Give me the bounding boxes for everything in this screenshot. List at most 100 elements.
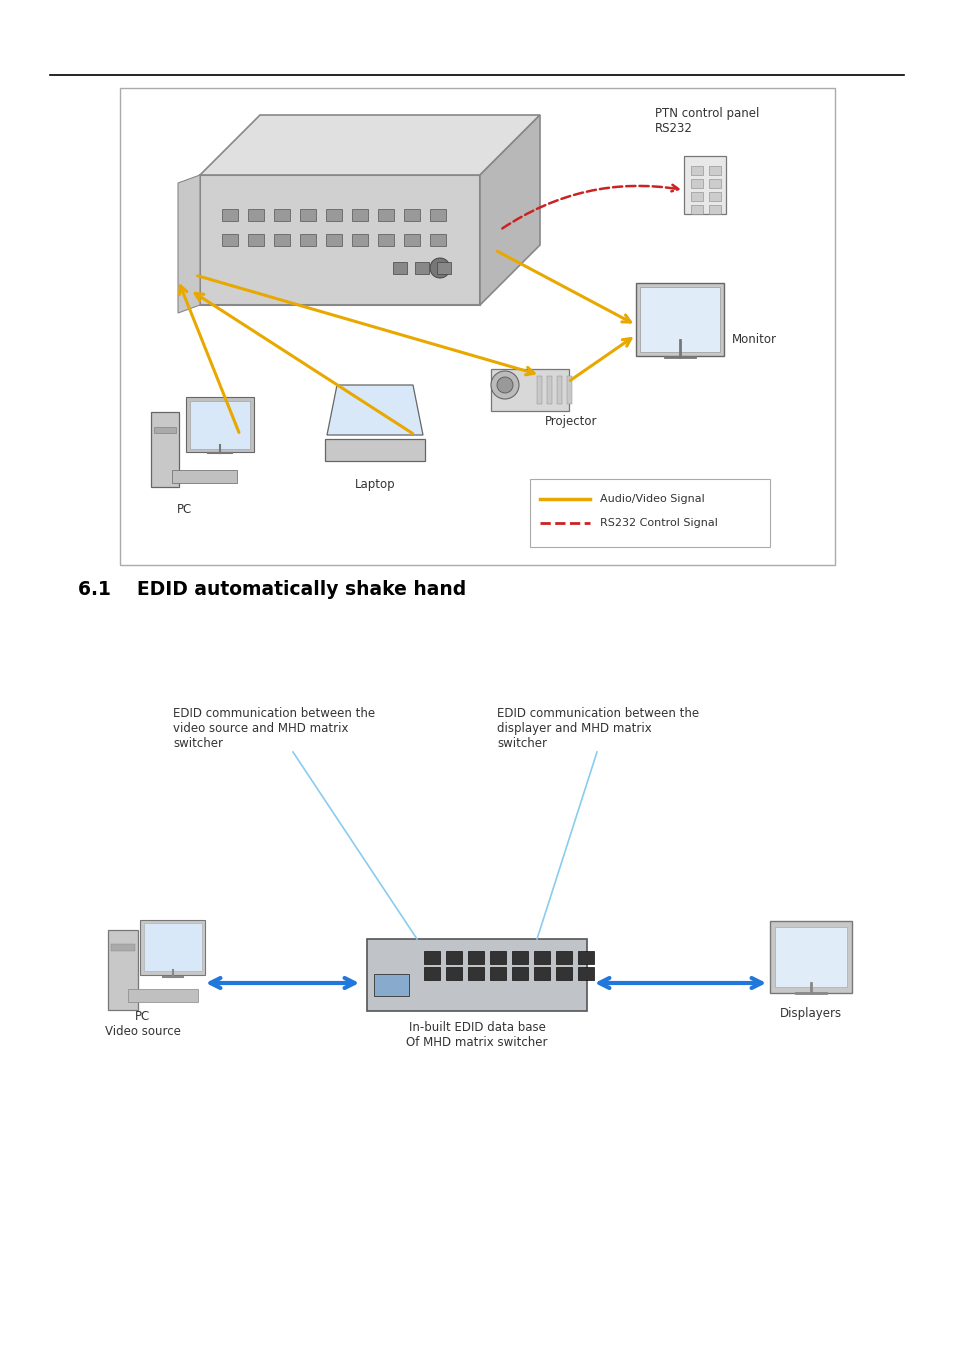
Bar (537, 377, 542, 404)
Bar (534, 967, 550, 980)
Bar (377, 209, 394, 221)
Text: EDID communication between the: EDID communication between the (497, 707, 699, 720)
Bar (222, 234, 237, 246)
Bar (468, 950, 483, 964)
Bar (708, 178, 720, 188)
Bar (375, 973, 409, 996)
Bar (556, 967, 572, 980)
Bar (683, 157, 725, 215)
Circle shape (430, 258, 450, 278)
Text: Monitor: Monitor (731, 333, 776, 347)
Text: displayer and MHD matrix: displayer and MHD matrix (497, 722, 651, 734)
Bar (111, 944, 135, 950)
Text: In-built EDID data base: In-built EDID data base (408, 1021, 545, 1034)
Bar (367, 940, 586, 1011)
Text: Laptop: Laptop (355, 478, 395, 491)
Polygon shape (178, 176, 200, 313)
Bar (512, 950, 527, 964)
Bar (151, 413, 179, 487)
Polygon shape (327, 385, 422, 435)
Bar (490, 950, 505, 964)
Bar (491, 369, 568, 410)
Bar (512, 967, 527, 980)
Bar (326, 209, 341, 221)
Bar (274, 209, 290, 221)
Text: PC: PC (177, 504, 193, 516)
Bar (430, 234, 446, 246)
Bar (639, 288, 720, 352)
Bar (393, 262, 407, 274)
Bar (190, 401, 250, 450)
Bar (222, 209, 237, 221)
Text: RS232 Control Signal: RS232 Control Signal (599, 518, 717, 528)
Bar (547, 377, 552, 404)
Bar (446, 950, 461, 964)
Text: PC: PC (135, 1010, 151, 1023)
Circle shape (497, 377, 513, 393)
Bar (352, 234, 368, 246)
Text: PTN control panel
RS232: PTN control panel RS232 (655, 107, 759, 135)
Bar (172, 471, 237, 483)
Text: 6.1    EDID automatically shake hand: 6.1 EDID automatically shake hand (78, 580, 466, 599)
Bar (140, 919, 205, 975)
Bar (248, 234, 264, 246)
Bar (423, 950, 439, 964)
Bar (299, 234, 315, 246)
Bar (403, 209, 419, 221)
Polygon shape (200, 115, 539, 176)
Bar (430, 209, 446, 221)
Bar (639, 288, 720, 352)
Bar (423, 967, 439, 980)
Bar (120, 88, 834, 566)
Bar (153, 427, 175, 433)
Text: Audio/Video Signal: Audio/Video Signal (599, 494, 704, 504)
Bar (299, 209, 315, 221)
Bar (769, 921, 851, 994)
Bar (128, 988, 198, 1002)
Polygon shape (479, 115, 539, 305)
Bar (578, 967, 594, 980)
Bar (530, 479, 769, 547)
Circle shape (491, 371, 518, 400)
Bar (708, 204, 720, 213)
Text: Video source: Video source (105, 1025, 181, 1038)
Text: switcher: switcher (172, 737, 223, 751)
Bar (468, 967, 483, 980)
Bar (534, 950, 550, 964)
Text: EDID communication between the: EDID communication between the (172, 707, 375, 720)
Bar (415, 262, 429, 274)
Bar (690, 166, 702, 174)
Bar (377, 234, 394, 246)
Bar (274, 234, 290, 246)
Text: Projector: Projector (544, 416, 597, 428)
Bar (690, 178, 702, 188)
Bar (578, 950, 594, 964)
Text: Of MHD matrix switcher: Of MHD matrix switcher (406, 1035, 547, 1049)
Bar (200, 176, 479, 305)
Bar (144, 923, 202, 971)
Bar (567, 377, 572, 404)
Text: video source and MHD matrix: video source and MHD matrix (172, 722, 348, 734)
Bar (556, 950, 572, 964)
Bar (708, 166, 720, 174)
Bar (774, 927, 846, 987)
Bar (490, 967, 505, 980)
Bar (325, 439, 424, 460)
Bar (636, 284, 723, 356)
Bar (403, 234, 419, 246)
Bar (144, 923, 202, 971)
Bar (108, 930, 138, 1010)
Bar (186, 397, 253, 452)
Bar (436, 262, 451, 274)
Bar (690, 192, 702, 201)
Bar (708, 192, 720, 201)
Bar (352, 209, 368, 221)
Bar (690, 204, 702, 213)
Bar (446, 967, 461, 980)
Bar (190, 401, 250, 450)
Text: Displayers: Displayers (780, 1007, 841, 1021)
Bar (557, 377, 562, 404)
Bar (326, 234, 341, 246)
Text: switcher: switcher (497, 737, 546, 751)
Bar (248, 209, 264, 221)
